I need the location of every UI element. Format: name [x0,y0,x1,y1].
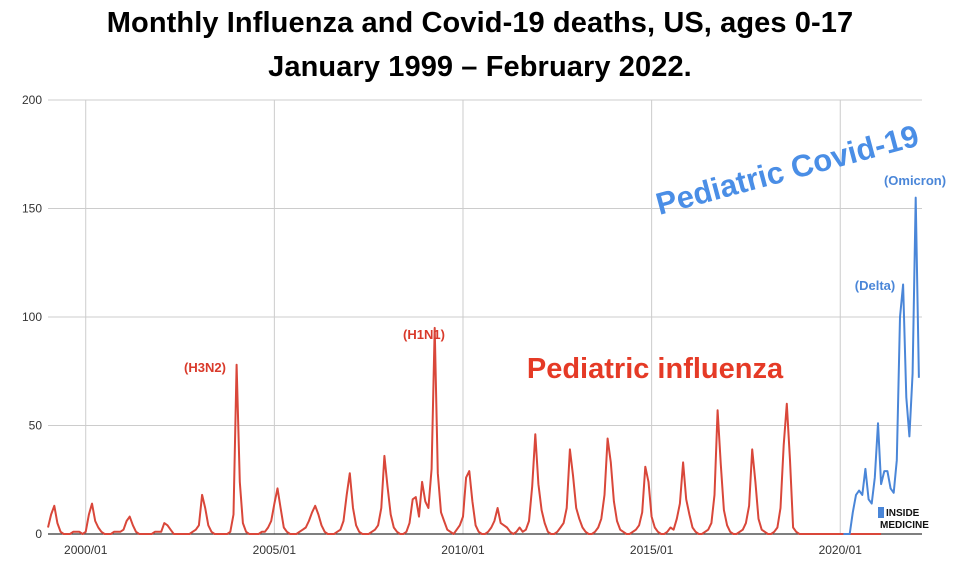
y-axis-ticks: 0 50 100 150 200 [22,93,42,541]
series-line-influenza [47,326,882,535]
annotation-h1n1: (H1N1) [403,327,445,342]
chart-title: Monthly Influenza and Covid-19 deaths, U… [106,7,854,39]
logo-accent-bar [878,507,884,518]
logo-line-2: MEDICINE [880,520,929,531]
x-axis-ticks: 2000/01 2005/01 2010/01 2015/01 2020/01 [64,543,862,557]
annotation-delta: (Delta) [855,278,895,293]
x-tick-label: 2020/01 [819,543,863,557]
annotation-omicron: (Omicron) [884,173,946,188]
y-tick-label: 0 [35,527,42,541]
annotation-h3n2: (H3N2) [184,360,226,375]
logo-line-1: INSIDE [886,508,920,519]
series-line-covid [843,196,920,535]
y-tick-label: 100 [22,310,42,324]
label-pediatric-influenza: Pediatric influenza [527,353,784,385]
label-pediatric-covid: Pediatric Covid-19 [652,118,922,222]
y-tick-label: 200 [22,93,42,107]
x-tick-label: 2015/01 [630,543,674,557]
inside-medicine-logo: INSIDE MEDICINE [878,507,929,531]
chart-subtitle: January 1999 – February 2022. [268,51,692,83]
x-tick-label: 2000/01 [64,543,108,557]
x-tick-label: 2010/01 [441,543,485,557]
y-tick-label: 150 [22,202,42,216]
gridlines [48,99,922,535]
series-lines [47,196,920,535]
y-tick-label: 50 [29,419,43,433]
x-tick-label: 2005/01 [253,543,297,557]
